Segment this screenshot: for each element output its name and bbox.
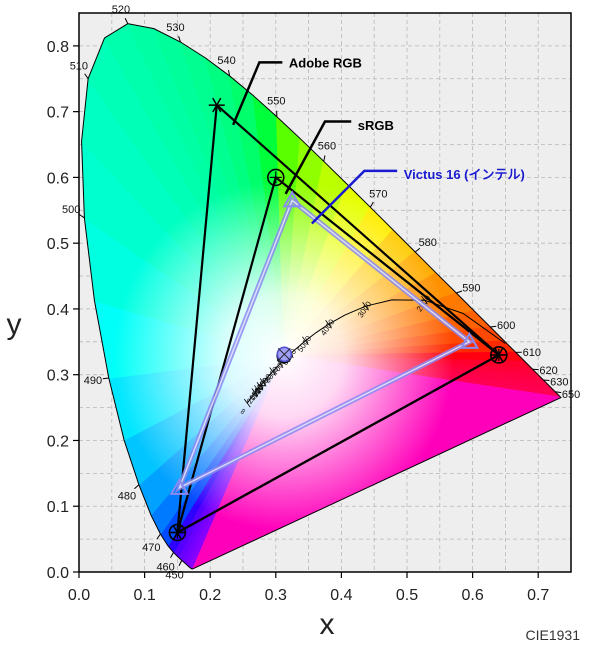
wavelength-label: 460 bbox=[156, 561, 174, 573]
wavelength-tick bbox=[79, 214, 85, 219]
wavelength-tick bbox=[124, 18, 129, 24]
wavelength-tick bbox=[178, 560, 183, 566]
vertex-marker bbox=[212, 97, 222, 113]
x-tick-label: 0.6 bbox=[461, 587, 483, 604]
wavelength-tick bbox=[543, 379, 550, 382]
cct-label: ∞ bbox=[238, 406, 249, 416]
gamut-triangle bbox=[175, 175, 501, 535]
wavelength-tick bbox=[369, 201, 374, 208]
cct-tick bbox=[325, 319, 332, 329]
wavelength-label: 590 bbox=[462, 283, 480, 295]
wavelength-tick bbox=[134, 484, 140, 490]
wavelength-label: 580 bbox=[419, 237, 437, 249]
wavelength-tick bbox=[555, 391, 562, 394]
y-tick-label: 0.6 bbox=[47, 170, 69, 187]
wavelength-label: 500 bbox=[62, 204, 80, 216]
y-axis-title: y bbox=[7, 308, 22, 341]
wavelength-label: 530 bbox=[166, 22, 184, 34]
cct-tick bbox=[243, 398, 251, 408]
wavelength-label: 600 bbox=[497, 320, 515, 332]
y-tick-label: 0.0 bbox=[47, 565, 69, 582]
vertex-marker bbox=[168, 523, 187, 542]
series-leader-line bbox=[284, 120, 352, 195]
wavelength-label: 550 bbox=[267, 96, 285, 108]
cct-tick bbox=[256, 382, 264, 391]
wavelength-label: 570 bbox=[369, 188, 387, 200]
wavelength-label: 560 bbox=[318, 141, 336, 153]
cct-tick bbox=[251, 388, 259, 397]
cct-tick bbox=[362, 302, 369, 311]
white-point-cross bbox=[277, 347, 291, 361]
wavelength-tick bbox=[178, 36, 181, 43]
footer-label: CIE1931 bbox=[526, 627, 581, 643]
series-label: sRGB bbox=[358, 118, 394, 133]
gamut-triangles: Adobe RGB sRGB Victus 16 (インテル) bbox=[168, 55, 525, 542]
cct-tick bbox=[254, 385, 261, 394]
x-tick-label: 0.5 bbox=[396, 587, 418, 604]
wavelength-label: 480 bbox=[118, 490, 136, 502]
y-tick-label: 0.4 bbox=[47, 302, 69, 319]
wavelength-label: 630 bbox=[550, 376, 568, 388]
x-tick-label: 0.1 bbox=[133, 587, 155, 604]
x-axis-title: x bbox=[320, 608, 335, 641]
wavelength-tick bbox=[156, 533, 161, 540]
wavelength-label: 470 bbox=[142, 542, 160, 554]
wavelength-tick bbox=[84, 73, 89, 79]
wavelength-tick bbox=[414, 247, 421, 253]
vertex-marker bbox=[169, 477, 190, 495]
series-label: Victus 16 (インテル) bbox=[404, 167, 525, 182]
x-axis: 0.0 0.1 0.2 0.3 0.4 0.5 0.6 0.7 bbox=[68, 572, 549, 604]
series-2: Victus 16 (インテル) bbox=[169, 167, 525, 495]
vertex-marker bbox=[266, 168, 285, 187]
x-tick-label: 0.7 bbox=[527, 587, 549, 604]
y-tick-label: 0.3 bbox=[47, 368, 69, 385]
cct-tick bbox=[259, 378, 267, 387]
vertex-marker bbox=[282, 190, 302, 208]
y-tick-label: 0.1 bbox=[47, 499, 69, 516]
x-tick-label: 0.2 bbox=[199, 587, 221, 604]
series-leader-line bbox=[310, 169, 398, 225]
y-tick-label: 0.2 bbox=[47, 433, 69, 450]
wavelength-tick bbox=[170, 552, 174, 558]
y-tick-label: 0.7 bbox=[47, 105, 69, 122]
wavelength-tick bbox=[102, 377, 109, 380]
wavelength-label: 490 bbox=[84, 375, 102, 387]
wavelength-tick bbox=[323, 155, 326, 162]
y-tick-label: 0.8 bbox=[47, 39, 69, 56]
plot-frame bbox=[78, 12, 572, 573]
wavelength-label: 520 bbox=[112, 4, 130, 16]
x-tick-label: 0.3 bbox=[265, 587, 287, 604]
x-tick-label: 0.4 bbox=[330, 587, 352, 604]
series-leader-line bbox=[232, 61, 283, 126]
y-tick-label: 0.5 bbox=[47, 236, 69, 253]
cct-tick bbox=[421, 295, 428, 305]
y-axis: 0.0 0.1 0.2 0.3 0.4 0.5 0.6 0.7 0.8 bbox=[47, 39, 79, 582]
wavelength-label: 540 bbox=[217, 55, 235, 67]
x-tick-label: 0.0 bbox=[68, 587, 90, 604]
vertex-marker bbox=[459, 331, 480, 349]
wavelength-tick bbox=[227, 69, 231, 77]
wavelength-label: 620 bbox=[539, 365, 557, 377]
vertex-marker bbox=[490, 346, 508, 364]
cct-tick bbox=[302, 336, 309, 346]
gamut-triangle-core bbox=[178, 199, 471, 490]
cct-tick bbox=[269, 367, 276, 376]
series-label: Adobe RGB bbox=[289, 55, 362, 70]
wavelength-label: 610 bbox=[523, 347, 541, 359]
wavelength-tick bbox=[490, 325, 497, 328]
wavelength-tick bbox=[456, 290, 463, 294]
